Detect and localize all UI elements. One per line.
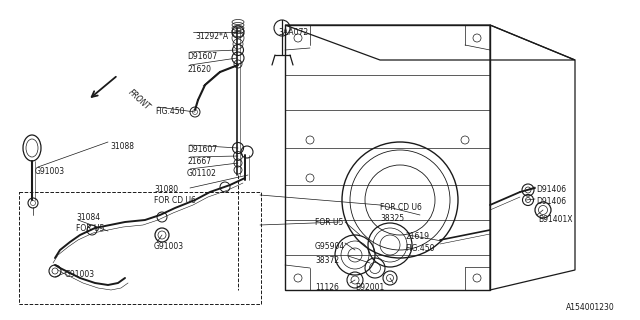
Text: G01102: G01102 xyxy=(187,169,217,178)
Text: 31292*A: 31292*A xyxy=(195,32,228,41)
Text: 31080: 31080 xyxy=(154,185,178,194)
Text: G91003: G91003 xyxy=(65,270,95,279)
Text: G95904: G95904 xyxy=(315,242,345,251)
Text: D91607: D91607 xyxy=(187,145,217,154)
Text: FRONT: FRONT xyxy=(126,88,151,112)
Text: FOR U5: FOR U5 xyxy=(315,218,344,227)
Text: D91607: D91607 xyxy=(187,52,217,61)
Text: D91406: D91406 xyxy=(536,197,566,206)
Text: FOR U5: FOR U5 xyxy=(76,224,104,233)
Text: B92001: B92001 xyxy=(355,283,384,292)
Text: 38325: 38325 xyxy=(380,214,404,223)
Text: 21620: 21620 xyxy=(187,65,211,74)
Text: 21667: 21667 xyxy=(187,157,211,166)
Text: FOR CD U6: FOR CD U6 xyxy=(154,196,196,205)
Text: 3AA072: 3AA072 xyxy=(278,28,308,37)
Text: FIG.450: FIG.450 xyxy=(155,107,184,116)
Text: 38372: 38372 xyxy=(315,256,339,265)
Text: 31084: 31084 xyxy=(76,213,100,222)
Text: G91003: G91003 xyxy=(35,167,65,176)
Text: 21619: 21619 xyxy=(405,232,429,241)
Text: G91003: G91003 xyxy=(154,242,184,251)
Text: B91401X: B91401X xyxy=(538,215,573,224)
Text: FOR CD U6: FOR CD U6 xyxy=(380,203,422,212)
Text: A154001230: A154001230 xyxy=(566,303,615,312)
Text: FIG.450: FIG.450 xyxy=(405,244,435,253)
Text: 11126: 11126 xyxy=(315,283,339,292)
Text: D91406: D91406 xyxy=(536,185,566,194)
Text: 31088: 31088 xyxy=(110,142,134,151)
